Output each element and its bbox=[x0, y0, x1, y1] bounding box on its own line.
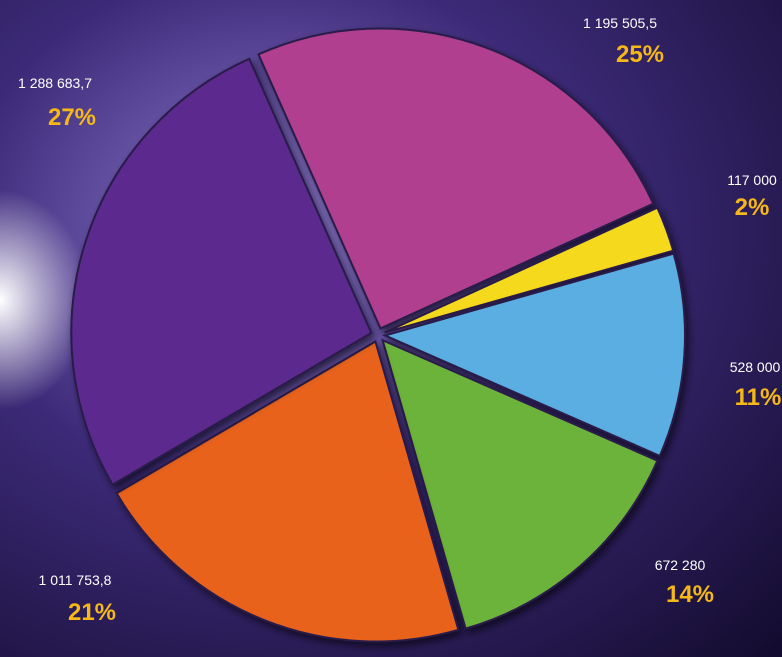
value-label: 1 195 505,5 bbox=[583, 15, 657, 31]
value-label: 1 011 753,8 bbox=[39, 572, 112, 588]
value-label: 117 000 bbox=[727, 172, 777, 188]
percent-label: 25% bbox=[616, 41, 664, 68]
chart: 1 195 505,5 25% 117 000 2% 528 000 11% 672 280… bbox=[0, 0, 782, 657]
percent-label: 27% bbox=[48, 104, 96, 131]
percent-label: 2% bbox=[735, 194, 770, 221]
value-label: 672 280 bbox=[655, 557, 706, 573]
percent-label: 21% bbox=[68, 599, 116, 626]
value-label: 528 000 bbox=[730, 359, 781, 375]
percent-label: 14% bbox=[666, 581, 714, 608]
value-label: 1 288 683,7 bbox=[18, 75, 92, 91]
percent-label: 11% bbox=[735, 384, 782, 411]
